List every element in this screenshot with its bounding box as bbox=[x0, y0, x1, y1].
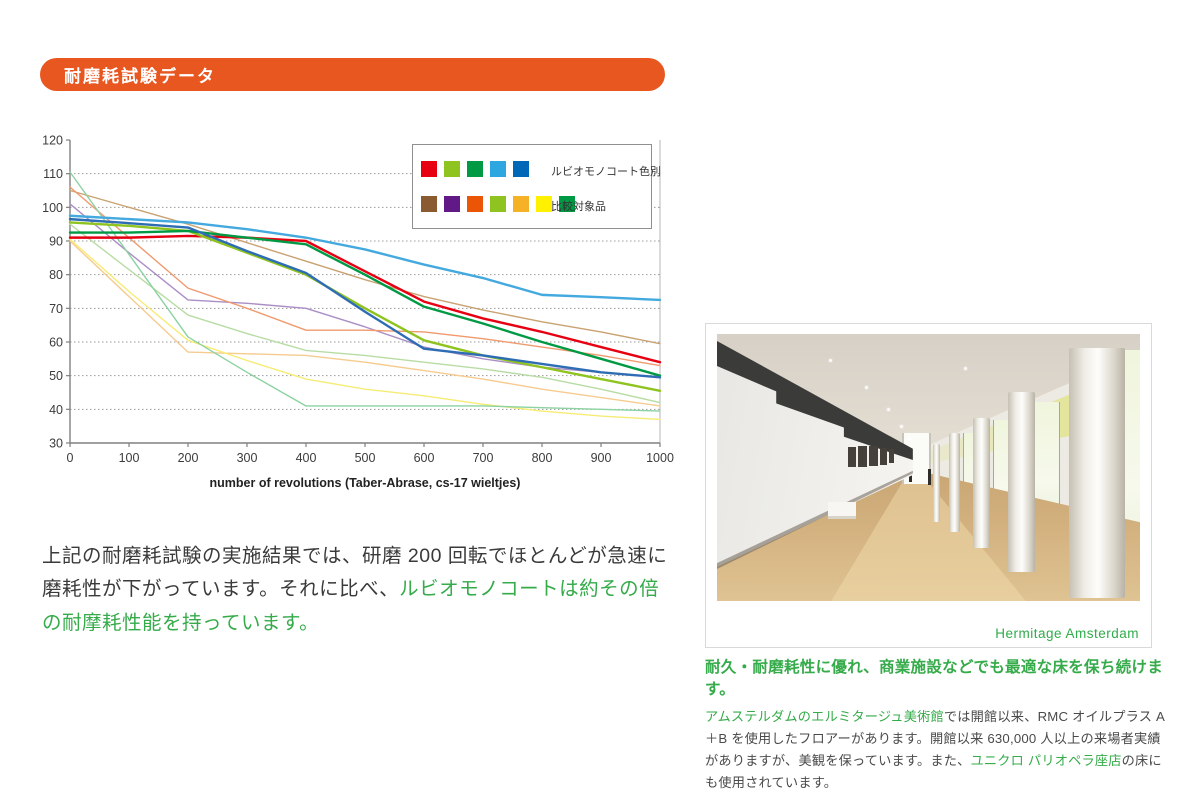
photo-artwork-frame bbox=[880, 448, 887, 465]
legend-group-label: ルビオモノコート色別 bbox=[551, 166, 661, 178]
legend-swatch bbox=[444, 196, 460, 212]
photo-column bbox=[933, 444, 940, 522]
y-tick-label: 60 bbox=[49, 336, 63, 350]
legend-swatch bbox=[513, 196, 529, 212]
hermitage-photo bbox=[717, 334, 1140, 601]
chart-canvas: 30 40 50 60 70 80 90 100 110 120 0 100 200 300 400 500 6… bbox=[42, 134, 674, 491]
y-tick-label: 50 bbox=[49, 369, 63, 383]
photo-column bbox=[949, 433, 960, 532]
photo-ceiling-light bbox=[908, 437, 911, 440]
photo-ceiling-light bbox=[887, 408, 890, 411]
x-tick-label: 1000 bbox=[646, 451, 674, 465]
x-tick-label: 300 bbox=[237, 451, 258, 465]
photo-column bbox=[1008, 392, 1035, 572]
photo-artwork-frame bbox=[848, 447, 856, 467]
legend-swatch bbox=[467, 161, 483, 177]
title-banner: 耐磨耗試験データ bbox=[40, 58, 665, 91]
legend-swatch bbox=[536, 196, 552, 212]
photo-card: Hermitage Amsterdam bbox=[705, 323, 1152, 648]
series-comp-yellow bbox=[69, 238, 661, 421]
photo-ceiling-light bbox=[829, 359, 832, 362]
series-comp-purple bbox=[69, 203, 661, 379]
series-comp-amber bbox=[69, 240, 661, 407]
x-tick-label: 400 bbox=[296, 451, 317, 465]
text-segment: 上記の耐磨耗試験の実施結果では、研磨 200 回転でほとんどが急速に磨耗性が下が… bbox=[42, 544, 668, 601]
text-segment-green: ルビオモノコートは約その倍の耐摩耗性能を持っています。 bbox=[42, 578, 660, 634]
series-rubio-green bbox=[68, 229, 662, 377]
photo-caption: Hermitage Amsterdam bbox=[995, 626, 1139, 641]
legend-group-label: 比較対象品 bbox=[551, 201, 606, 213]
y-tick-label: 90 bbox=[49, 235, 63, 249]
y-tick-label: 120 bbox=[42, 134, 63, 148]
x-tick-label: 800 bbox=[532, 451, 553, 465]
series-comp-orange bbox=[69, 186, 661, 367]
photo-artwork-frame bbox=[858, 446, 867, 467]
x-tick-label: 200 bbox=[178, 451, 199, 465]
legend-swatch bbox=[421, 196, 437, 212]
series-rubio-skyblue bbox=[68, 214, 662, 302]
photo-column bbox=[1069, 348, 1125, 598]
y-tick-label: 40 bbox=[49, 403, 63, 417]
series-comp-lightgreen bbox=[69, 223, 661, 404]
text-segment-green: アムステルダムのエルミタージュ美術館 bbox=[705, 709, 944, 724]
x-axis-title: number of revolutions (Taber-Abrase, cs-… bbox=[210, 476, 521, 490]
page-title: 耐磨耗試験データ bbox=[64, 67, 216, 86]
text-segment: では開館以来、RMC オイルプラス A＋B を使用したフロアーがあります。開館以… bbox=[705, 709, 1166, 768]
chart-description: 上記の耐磨耗試験の実施結果では、研磨 200 回転でほとんどが急速に磨耗性が下が… bbox=[42, 540, 674, 641]
photo-bollard bbox=[928, 469, 931, 485]
text-segment-green: ユニクロ パリオペラ座店 bbox=[970, 753, 1122, 768]
legend-swatch bbox=[490, 196, 506, 212]
x-tick-label: 100 bbox=[119, 451, 140, 465]
series-comp-green bbox=[69, 171, 661, 412]
photo-ceiling-light bbox=[900, 425, 903, 428]
y-tick-label: 80 bbox=[49, 268, 63, 282]
info-body: アムステルダムのエルミタージュ美術館では開館以来、RMC オイルプラス A＋B … bbox=[705, 706, 1173, 794]
legend-swatch bbox=[467, 196, 483, 212]
series-comp-brown bbox=[69, 189, 661, 345]
x-tick-label: 900 bbox=[591, 451, 612, 465]
x-tick-label: 600 bbox=[414, 451, 435, 465]
legend-swatch bbox=[559, 196, 575, 212]
series-rubio-red bbox=[68, 234, 662, 364]
legend-swatch bbox=[421, 161, 437, 177]
legend-row bbox=[421, 196, 582, 212]
chart-legend: ルビオモノコート色別 比較対象品 bbox=[412, 144, 661, 229]
text-segment: の床にも使用されています。 bbox=[705, 753, 1162, 790]
photo-ceiling-light bbox=[865, 386, 868, 389]
info-block: 耐久・耐磨耗性に優れ、商業施設などでも最適な床を保ち続けます。 アムステルダムの… bbox=[705, 657, 1173, 794]
info-heading: 耐久・耐磨耗性に優れ、商業施設などでも最適な床を保ち続けます。 bbox=[705, 659, 1164, 698]
photo-artwork-frame bbox=[869, 446, 878, 466]
x-tick-label: 0 bbox=[67, 451, 74, 465]
legend-row bbox=[421, 161, 536, 177]
x-tick-label: 500 bbox=[355, 451, 376, 465]
y-tick-label: 100 bbox=[42, 201, 63, 215]
legend-swatch bbox=[490, 161, 506, 177]
legend-swatch bbox=[513, 161, 529, 177]
series-rubio-yellowgreen bbox=[68, 221, 662, 393]
y-tick-label: 110 bbox=[43, 167, 63, 181]
photo-artwork-frame bbox=[889, 449, 894, 463]
photo-ceiling-light bbox=[964, 367, 967, 370]
abrasion-chart: 30 40 50 60 70 80 90 100 110 120 0 100 200 300 400 500 6… bbox=[40, 128, 700, 508]
photo-column bbox=[973, 418, 990, 548]
x-tick-label: 700 bbox=[473, 451, 494, 465]
photo-bench bbox=[828, 502, 856, 516]
legend-swatch bbox=[444, 161, 460, 177]
y-tick-label: 70 bbox=[49, 302, 63, 316]
series-rubio-blue bbox=[68, 217, 662, 379]
y-tick-label: 30 bbox=[49, 437, 63, 451]
